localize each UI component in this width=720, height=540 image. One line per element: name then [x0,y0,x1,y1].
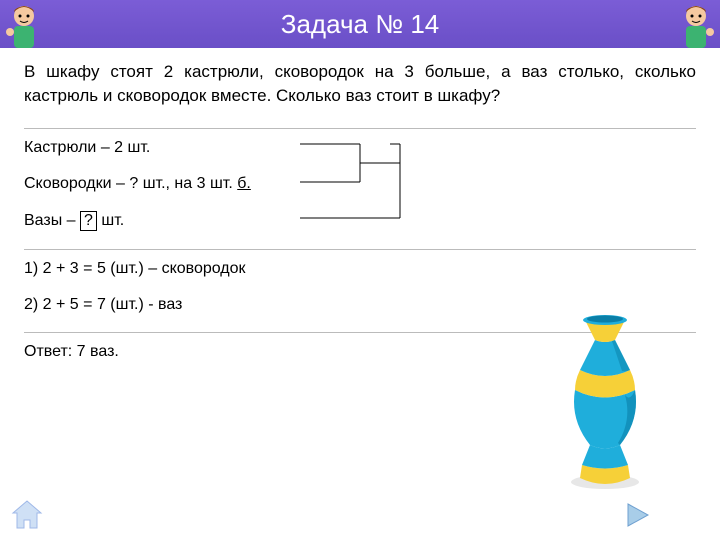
solution-step-1: 1) 2 + 3 = 5 (шт.) – сковородок [24,260,696,278]
given-line-3: Вазы – ? шт. [24,211,696,231]
home-icon[interactable] [10,498,44,532]
given-line-3-prefix: Вазы – [24,212,80,229]
next-arrow-icon[interactable] [624,498,658,532]
corner-figure-left [0,0,48,48]
given-line-3-suffix: шт. [97,212,124,229]
vase-illustration [550,310,660,490]
header-bar: Задача № 14 [0,0,720,48]
given-line-2-prefix: Сковородки – ? шт., на 3 шт. [24,175,237,192]
given-line-3-q: ? [80,211,97,231]
given-line-2-suffix: б. [237,175,251,192]
divider-1 [24,128,696,129]
divider-2 [24,249,696,250]
given-line-2: Сковородки – ? шт., на 3 шт. б. [24,175,696,193]
problem-statement: В шкафу стоят 2 кастрюли, сковородок на … [24,60,696,108]
given-line-1: Кастрюли – 2 шт. [24,139,696,157]
page-title: Задача № 14 [281,9,440,40]
corner-figure-right [672,0,720,48]
